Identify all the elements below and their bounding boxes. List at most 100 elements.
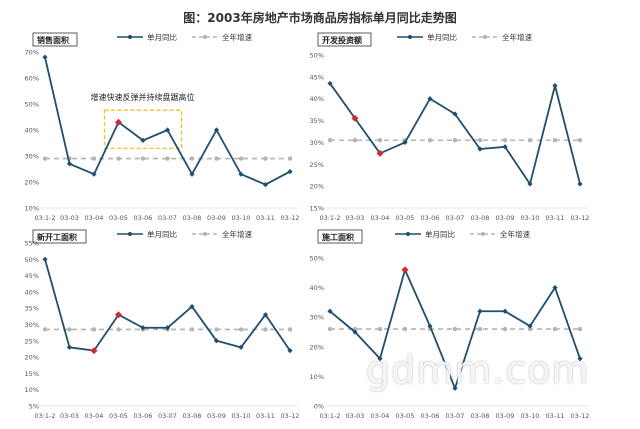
point-monthly-highlight	[351, 114, 359, 122]
point-monthly	[527, 181, 533, 187]
x-tick-label: 03-09	[496, 412, 515, 420]
point-monthly	[140, 137, 146, 143]
point-monthly	[452, 111, 458, 117]
x-tick-label: 03-03	[60, 412, 79, 420]
point-monthly	[502, 144, 508, 150]
y-tick-label: 25%	[310, 161, 324, 169]
point-monthly	[577, 181, 583, 187]
point-monthly	[577, 356, 583, 362]
chart-title-box	[32, 32, 78, 47]
y-tick-label: 50%	[310, 255, 324, 263]
y-tick-label: 70%	[25, 49, 39, 57]
chart-title: 新开工面积	[37, 232, 77, 242]
figure-title: 图：2003年房地产市场商品房指标单月同比走势图	[183, 11, 457, 25]
x-tick-label: 03-08	[471, 214, 490, 222]
chart-title-box	[317, 229, 363, 244]
chart-title: 施工面积	[322, 232, 354, 242]
y-tick-label: 20%	[310, 343, 324, 351]
x-tick-label: 03-08	[183, 412, 202, 420]
x-tick-label: 03:1-2	[319, 412, 340, 420]
y-tick-label: 40%	[25, 288, 39, 296]
legend-label-monthly: 单月同比	[425, 229, 455, 239]
series-line-monthly	[44, 259, 291, 352]
x-tick-label: 03-06	[421, 214, 440, 222]
point-annual	[116, 156, 121, 161]
x-tick-label: 03-07	[158, 412, 177, 420]
point-annual	[502, 326, 508, 332]
y-tick-label: 30%	[310, 139, 324, 147]
point-monthly	[189, 171, 195, 177]
y-tick-label: 15%	[25, 370, 39, 378]
point-annual	[377, 138, 383, 143]
x-tick-label: 03-09	[207, 214, 226, 222]
point-monthly	[189, 303, 195, 310]
x-tick-label: 03-10	[521, 412, 540, 420]
x-tick-label: 03-04	[371, 412, 390, 420]
point-annual	[327, 326, 333, 332]
y-tick-label: 10%	[25, 205, 39, 213]
point-monthly	[262, 312, 269, 318]
point-annual	[452, 138, 458, 143]
y-tick-label: 60%	[25, 75, 39, 83]
point-annual	[287, 327, 293, 332]
x-tick-label: 03-08	[183, 214, 202, 222]
x-tick-label: 03-05	[109, 214, 128, 222]
chart-panel-3: 新开工面积 单月同比 全年增速 5% 10% 15% 20% 25% 30% 35% 40% 45% 5…	[25, 229, 300, 420]
y-tick-label: 25%	[25, 337, 39, 345]
point-annual	[263, 327, 268, 332]
point-annual	[189, 327, 195, 332]
y-tick-label: 30%	[25, 321, 39, 329]
point-annual	[502, 138, 508, 143]
point-monthly	[502, 308, 508, 314]
point-annual	[287, 156, 293, 161]
point-monthly	[164, 325, 171, 331]
point-annual	[477, 326, 483, 332]
x-tick-label: 03-06	[134, 412, 153, 420]
legend-label-monthly: 单月同比	[147, 32, 177, 42]
legend-label-annual: 全年增速	[502, 32, 532, 42]
x-tick-label: 03-05	[396, 214, 415, 222]
x-tick-label: 03-12	[281, 412, 300, 420]
legend-marker-annual	[481, 232, 485, 236]
point-annual	[189, 156, 195, 161]
x-tick-label: 03-11	[546, 412, 565, 420]
x-tick-label: 03-11	[256, 412, 275, 420]
x-tick-label: 03-11	[546, 214, 565, 222]
y-tick-label: 20%	[310, 183, 324, 191]
point-monthly	[213, 127, 220, 133]
y-tick-label: 0%	[314, 403, 324, 411]
point-monthly	[377, 356, 383, 362]
point-monthly	[352, 329, 358, 335]
point-annual	[352, 138, 358, 143]
x-tick-label: 03-08	[471, 412, 490, 420]
y-tick-label: 45%	[25, 272, 39, 280]
point-annual	[577, 138, 583, 143]
x-tick-label: 03-04	[371, 214, 390, 222]
x-tick-label: 03-05	[109, 412, 128, 420]
point-monthly	[164, 127, 171, 133]
point-monthly	[327, 80, 333, 87]
x-tick-label: 03-09	[496, 214, 515, 222]
y-tick-label: 40%	[310, 284, 324, 292]
point-annual	[238, 327, 244, 332]
point-monthly	[477, 308, 483, 314]
legend-marker-annual	[203, 232, 207, 236]
point-monthly	[402, 139, 408, 146]
x-tick-label: 03-09	[207, 412, 226, 420]
y-tick-label: 35%	[310, 117, 324, 125]
y-tick-label: 15%	[310, 205, 324, 213]
point-annual	[165, 156, 170, 161]
point-monthly	[213, 338, 220, 344]
y-tick-label: 10%	[25, 386, 39, 394]
x-tick-label: 03-12	[571, 214, 590, 222]
point-annual	[91, 156, 97, 161]
point-monthly	[287, 169, 293, 175]
chart-title: 开发投资额	[322, 35, 362, 45]
legend-label-annual: 全年增速	[222, 32, 252, 42]
point-monthly	[238, 171, 244, 177]
y-tick-label: 55%	[25, 240, 39, 248]
y-tick-label: 30%	[25, 153, 39, 161]
chart-title: 销售面积	[37, 35, 69, 45]
point-monthly	[427, 96, 433, 102]
x-tick-label: 03-07	[446, 412, 465, 420]
